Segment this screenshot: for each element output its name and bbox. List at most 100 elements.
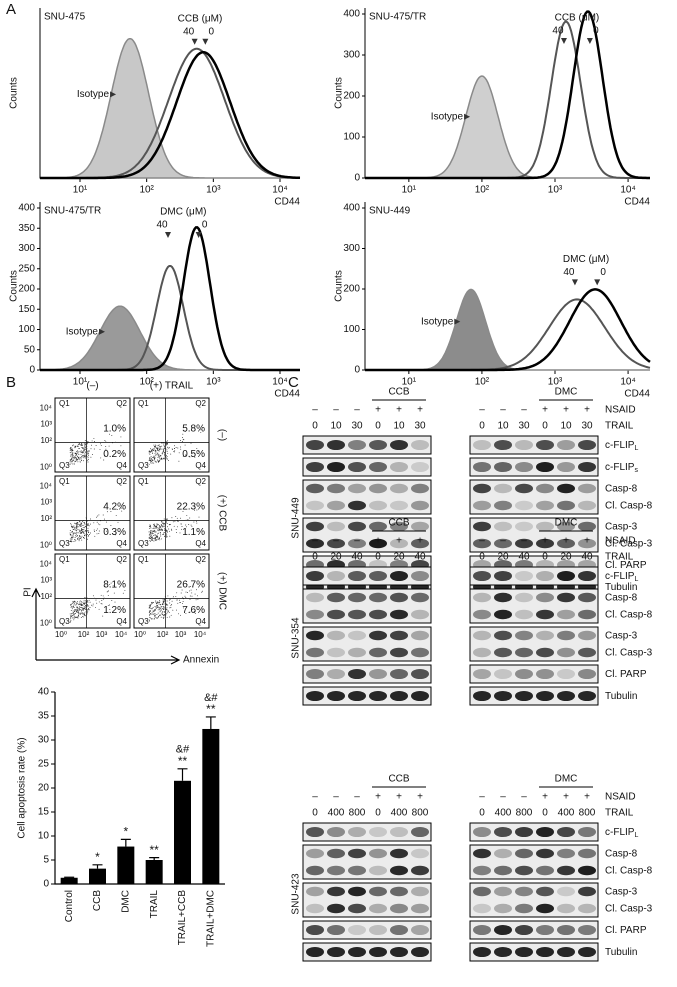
blot-band	[348, 903, 366, 914]
flow-dot	[178, 452, 180, 454]
blot-band	[494, 826, 512, 838]
x-tick-label: Control	[64, 890, 75, 922]
flow-dot	[157, 460, 159, 461]
flow-dot	[77, 452, 78, 454]
flow-dot	[166, 523, 168, 525]
dose-low-histogram	[40, 50, 300, 180]
flow-dot	[149, 534, 151, 536]
flow-dot	[153, 444, 155, 446]
flow-dot	[155, 451, 157, 453]
blot-band	[515, 647, 533, 658]
trail-dose: 0	[312, 552, 318, 563]
flow-dot	[78, 612, 80, 614]
y-tick-label: 100	[343, 132, 360, 143]
flow-dot	[160, 610, 162, 612]
blot-band	[578, 570, 596, 582]
flow-dot	[78, 530, 80, 532]
flow-dot	[154, 452, 156, 454]
flow-dot	[87, 452, 89, 454]
blot-band	[473, 903, 491, 914]
flow-dot	[69, 615, 71, 617]
flow-dot	[75, 527, 77, 529]
flow-dot	[150, 617, 151, 619]
blot-band	[578, 826, 596, 838]
flow-dot	[160, 525, 162, 527]
flow-dot	[99, 524, 101, 526]
blot-label: c-FLIPL	[605, 827, 638, 839]
flow-dot	[180, 614, 181, 616]
x-tick-label: DMC	[120, 890, 131, 913]
flow-dot	[73, 602, 75, 604]
blot-band	[348, 630, 366, 641]
blot-band	[494, 668, 512, 680]
cell-line-label: SNU-423	[291, 873, 302, 915]
flow-dot	[152, 537, 154, 539]
blot-band	[515, 630, 533, 641]
blot-label-text: c-FLIP	[605, 571, 635, 582]
nsaid-sign: –	[333, 792, 339, 803]
flow-dot	[166, 531, 168, 533]
blot-label-text: Cl. Casp-3	[605, 647, 653, 658]
arrow	[202, 38, 209, 45]
flow-dot	[74, 617, 76, 619]
blot-label: c-FLIPs	[605, 462, 638, 474]
y-tick-label: 0	[354, 365, 360, 376]
flow-dot	[81, 610, 82, 612]
flow-dot	[117, 521, 119, 523]
flow-dot	[74, 532, 76, 534]
flow-dot	[161, 526, 163, 528]
flow-dot	[157, 612, 159, 614]
flow-dot	[93, 448, 95, 450]
flow-dot	[166, 443, 168, 444]
flow-dot	[166, 451, 168, 452]
flow-dot	[81, 607, 83, 609]
blot-band	[473, 570, 491, 582]
flow-dot	[158, 450, 160, 452]
flow-dot	[86, 524, 88, 526]
nsaid-sign: +	[542, 536, 548, 547]
flow-dot	[176, 532, 178, 534]
flow-dot	[80, 606, 81, 608]
quadrant-label: Q4	[116, 461, 127, 470]
flow-dot	[167, 604, 169, 606]
blot-band	[348, 521, 366, 532]
q4-percent: 0.5%	[182, 449, 205, 460]
drug-header: CCB	[388, 774, 409, 785]
flow-dot	[74, 522, 76, 524]
flow-dot	[74, 463, 75, 465]
blot-band	[306, 865, 324, 876]
blot-band	[327, 668, 345, 680]
blot-band	[536, 592, 554, 603]
flow-dot	[69, 621, 71, 623]
blot-band	[369, 848, 387, 859]
flow-dot	[87, 453, 89, 455]
flow-dot	[76, 525, 77, 527]
error-bar	[92, 864, 103, 869]
bar	[145, 860, 163, 884]
flow-dot	[83, 453, 85, 455]
blot-band	[536, 848, 554, 859]
flow-dot	[158, 603, 160, 605]
flow-dot	[151, 608, 153, 610]
blot-strip	[469, 588, 599, 624]
flow-dot	[74, 540, 76, 542]
blot-strip	[302, 517, 432, 553]
flow-dot	[120, 436, 122, 438]
flow-dot	[81, 535, 83, 537]
blot-band	[306, 538, 324, 549]
blot-band	[390, 886, 408, 897]
blot-band	[557, 592, 575, 603]
flow-dot	[83, 536, 85, 538]
flow-dot	[92, 603, 94, 605]
flow-dot	[174, 450, 176, 452]
flow-dot	[87, 527, 89, 529]
flow-dot	[103, 459, 105, 461]
blot-band	[306, 924, 324, 936]
flow-dot	[157, 609, 159, 611]
blot-band	[369, 668, 387, 680]
flow-dot	[200, 429, 202, 431]
flow-dot	[71, 449, 73, 451]
quadrant-label: Q3	[59, 539, 70, 548]
flow-dot	[163, 611, 165, 613]
flow-dot	[185, 519, 187, 521]
